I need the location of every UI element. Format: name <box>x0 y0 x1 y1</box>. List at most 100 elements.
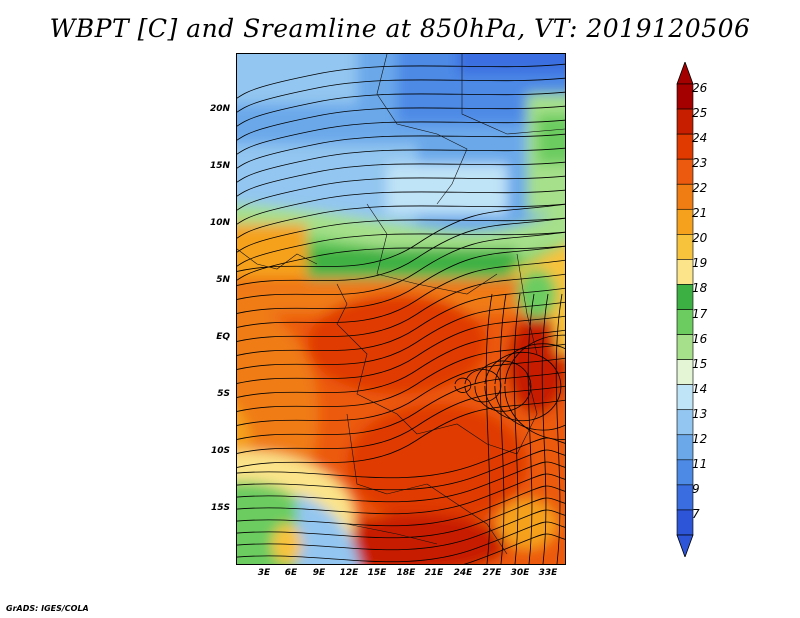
lat-label-15n: 15N <box>209 161 230 171</box>
streamline <box>555 293 563 564</box>
lon-label-33e: 33E <box>538 568 558 578</box>
colorbar-tick-label: 24 <box>692 131 708 146</box>
streamline <box>237 231 565 267</box>
streamline <box>237 385 565 454</box>
colorbar-swatch <box>676 183 694 210</box>
streamline <box>237 217 565 286</box>
streamline <box>541 293 549 564</box>
colorbar-bottom-arrow <box>676 534 694 557</box>
colorbar-tick-label: 18 <box>692 281 708 296</box>
streamline <box>237 301 565 370</box>
streamline <box>237 175 565 211</box>
streamline <box>474 360 532 412</box>
colorbar-swatch <box>676 309 694 335</box>
streamline <box>237 147 565 183</box>
lon-label-21e: 21E <box>424 568 444 578</box>
lat-label-10s: 10S <box>210 446 230 456</box>
lon-label-27e: 27E <box>482 568 502 578</box>
colorbar-tick-label: 25 <box>692 106 708 121</box>
colorbar-tick-label: 22 <box>692 181 708 196</box>
streamline <box>237 63 565 99</box>
streamlines-overlay <box>237 63 565 564</box>
colorbar-swatch <box>676 409 694 436</box>
lon-label-18e: 18E <box>396 568 416 578</box>
map-title: WBPT [C] and Sreamline at 850hPa, VT: 20… <box>49 14 751 43</box>
colorbar-tick-label: 21 <box>692 206 708 221</box>
colorbar-swatch <box>676 284 694 310</box>
colorbar-tick-label: 15 <box>692 356 708 371</box>
streamline <box>237 273 565 342</box>
streamline <box>237 449 565 491</box>
colorbar-swatch <box>676 334 694 360</box>
streamline <box>237 287 565 356</box>
map-panel <box>236 53 566 565</box>
colorbar-swatch <box>676 234 694 260</box>
streamline <box>237 231 565 300</box>
streamline <box>513 293 521 564</box>
grads-credit: GrADS: IGES/COLA <box>6 604 89 613</box>
streamline <box>237 371 565 440</box>
streamline <box>237 217 565 253</box>
lat-label-15s: 15S <box>210 503 230 513</box>
streamline <box>237 245 565 314</box>
streamline <box>485 293 493 564</box>
streamline <box>237 509 565 551</box>
colorbar-swatch <box>676 108 694 135</box>
lon-label-12e: 12E <box>339 568 359 578</box>
streamline <box>237 245 565 281</box>
wbpt-field-map <box>237 54 565 564</box>
colorbar-swatch <box>676 133 694 160</box>
streamline <box>464 369 502 403</box>
country-boundaries <box>237 54 565 555</box>
streamline <box>499 293 507 564</box>
lat-label-5s: 5S <box>217 389 230 399</box>
lon-label-3e: 3E <box>257 568 271 578</box>
colorbar-tick-label: 26 <box>692 81 708 95</box>
streamline <box>237 437 565 479</box>
colorbar-swatch <box>676 158 694 185</box>
streamline <box>484 351 562 422</box>
streamline <box>237 203 565 239</box>
colorbar-tick-label: 7 <box>692 506 700 521</box>
colorbar-tick-label: 19 <box>692 256 708 271</box>
lat-label-10n: 10N <box>209 218 230 228</box>
lon-label-6e: 6E <box>284 568 298 578</box>
streamline <box>454 377 472 393</box>
colorbar <box>676 62 694 557</box>
streamline <box>237 189 565 225</box>
colorbar-swatch <box>676 484 694 511</box>
streamline <box>237 485 565 527</box>
colorbar-swatch <box>676 434 694 461</box>
streamline <box>237 203 565 272</box>
colorbar-tick-label: 16 <box>692 331 708 346</box>
colorbar-swatch <box>676 208 694 235</box>
streamline <box>237 133 565 169</box>
streamline <box>237 329 565 398</box>
streamline <box>237 77 565 113</box>
colorbar-swatch <box>676 259 694 285</box>
colorbar-tick-label: 13 <box>692 406 708 421</box>
lat-label-20n: 20N <box>209 104 230 114</box>
colorbar-tick-label: 23 <box>692 156 708 171</box>
streamline <box>237 461 565 503</box>
streamline <box>237 521 565 563</box>
colorbar-swatch <box>676 459 694 486</box>
streamline <box>504 334 565 440</box>
lon-label-15e: 15E <box>367 568 387 578</box>
colorbar-swatch <box>676 384 694 411</box>
lat-label-eq: EQ <box>216 332 230 342</box>
colorbar-tick-label: 11 <box>692 456 708 471</box>
streamline <box>237 497 565 539</box>
lat-label-5n: 5N <box>216 275 230 285</box>
streamline <box>237 399 565 468</box>
streamline <box>494 343 565 431</box>
streamline <box>237 259 565 328</box>
colorbar-tick-label: 14 <box>692 381 708 396</box>
streamline <box>237 473 565 515</box>
colorbar-swatch <box>676 359 694 385</box>
streamline <box>237 343 565 412</box>
colorbar-tick-label: 20 <box>692 231 708 246</box>
streamline <box>463 533 565 564</box>
streamline <box>237 91 565 127</box>
lon-label-30e: 30E <box>510 568 530 578</box>
